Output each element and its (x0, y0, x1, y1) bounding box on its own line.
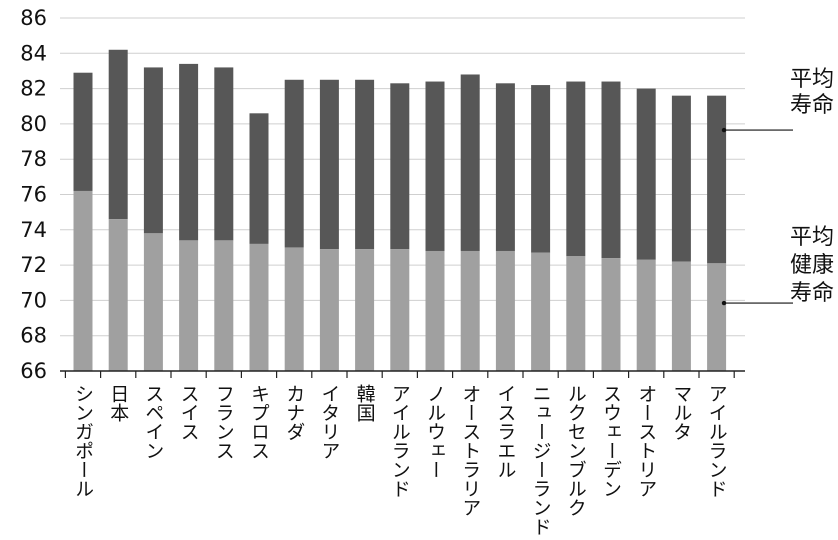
bar-life-expectancy (495, 83, 515, 251)
x-tick-label: シンガポール (72, 384, 94, 498)
legend-life-label-1: 平均 (790, 67, 834, 92)
bar-healthy-life-expectancy (636, 259, 656, 371)
bar-healthy-life-expectancy (179, 240, 199, 371)
axes (60, 370, 745, 378)
y-tick-label: 78 (20, 147, 47, 171)
y-tick-label: 74 (20, 218, 47, 242)
bar-life-expectancy (707, 95, 727, 264)
bar-life-expectancy (284, 79, 304, 248)
y-tick-label: 86 (20, 6, 47, 30)
legend-life-label-2: 寿命 (790, 93, 834, 118)
x-tick-label: アイルランド (389, 384, 411, 498)
bar-healthy-life-expectancy (707, 263, 727, 371)
x-tick-label: オーストリア (635, 384, 657, 498)
bar-healthy-life-expectancy (495, 250, 515, 371)
bar-life-expectancy (73, 72, 93, 191)
x-tick-label: イタリア (318, 384, 340, 460)
legend-healthy-label-3: 寿命 (790, 281, 834, 306)
x-tick-label: ルクセンブルク (565, 384, 587, 517)
y-tick-label: 76 (20, 183, 47, 207)
bar-healthy-life-expectancy (319, 249, 339, 371)
x-tick-label: スウェーデン (600, 384, 622, 498)
bar-healthy-life-expectancy (143, 233, 163, 371)
bar-healthy-life-expectancy (108, 219, 128, 371)
bar-life-expectancy (108, 49, 128, 220)
legend-dot-life (721, 127, 727, 133)
y-tick-label: 80 (20, 112, 47, 136)
x-tick-label: キプロス (248, 384, 270, 460)
bar-healthy-life-expectancy (566, 256, 586, 371)
bar-life-expectancy (601, 81, 621, 259)
legend-healthy-label-1: 平均 (790, 225, 834, 250)
bar-life-expectancy (143, 67, 163, 234)
bar-life-expectancy (566, 81, 586, 257)
bar-life-expectancy (179, 63, 199, 241)
x-tick-label: アイルランド (706, 384, 728, 498)
bar-healthy-life-expectancy (355, 249, 375, 371)
x-tick-label: マルタ (670, 384, 692, 441)
bar-healthy-life-expectancy (73, 190, 93, 371)
bar-healthy-life-expectancy (214, 240, 234, 371)
bar-life-expectancy (636, 88, 656, 260)
bar-healthy-life-expectancy (531, 252, 551, 371)
y-tick-label: 82 (20, 77, 47, 101)
x-tick-label: ノルウェー (424, 384, 446, 479)
bar-life-expectancy (319, 79, 339, 250)
y-tick-label: 66 (20, 359, 47, 383)
x-tick-label: カナダ (283, 384, 305, 441)
bar-life-expectancy (671, 95, 691, 262)
x-tick-label: オーストラリア (459, 384, 481, 517)
legend-dot-healthy (721, 300, 727, 306)
y-tick-label: 68 (20, 324, 47, 348)
y-tick-label: 70 (20, 288, 47, 312)
bar-life-expectancy (531, 85, 551, 253)
bar-healthy-life-expectancy (671, 261, 691, 371)
x-tick-label: 韓国 (354, 384, 376, 422)
bar-healthy-life-expectancy (390, 249, 410, 371)
bar-healthy-life-expectancy (249, 243, 269, 371)
x-tick-label: 日本 (107, 384, 129, 422)
bar-healthy-life-expectancy (460, 250, 480, 371)
legend: 平均 寿命 平均 健康 寿命 (721, 67, 834, 306)
bar-life-expectancy (355, 79, 375, 250)
x-tick-label: スイス (178, 384, 200, 441)
y-tick-labels: 66 68 70 72 74 76 78 80 82 84 86 (20, 6, 47, 383)
bar-life-expectancy (214, 67, 234, 241)
bar-life-expectancy (460, 74, 480, 251)
x-tick-labels: シンガポール 日本 スペイン スイス フランス キプロス カナダ イタリア 韓国 アイルランド ノル… (72, 384, 728, 536)
x-tick-label: フランス (213, 384, 235, 460)
y-tick-label: 72 (20, 253, 47, 277)
legend-healthy-label-2: 健康 (790, 253, 834, 278)
bar-life-expectancy (390, 83, 410, 250)
bars (73, 49, 727, 371)
x-tick-label: ニュージーランド (530, 384, 552, 536)
bar-healthy-life-expectancy (284, 247, 304, 371)
bar-life-expectancy (425, 81, 445, 251)
x-tick-label: スペイン (142, 384, 164, 460)
bar-life-expectancy (249, 113, 269, 244)
x-tick-label: イスラエル (494, 384, 516, 479)
bar-healthy-life-expectancy (425, 250, 445, 371)
y-tick-label: 84 (20, 41, 47, 65)
bar-healthy-life-expectancy (601, 258, 621, 371)
